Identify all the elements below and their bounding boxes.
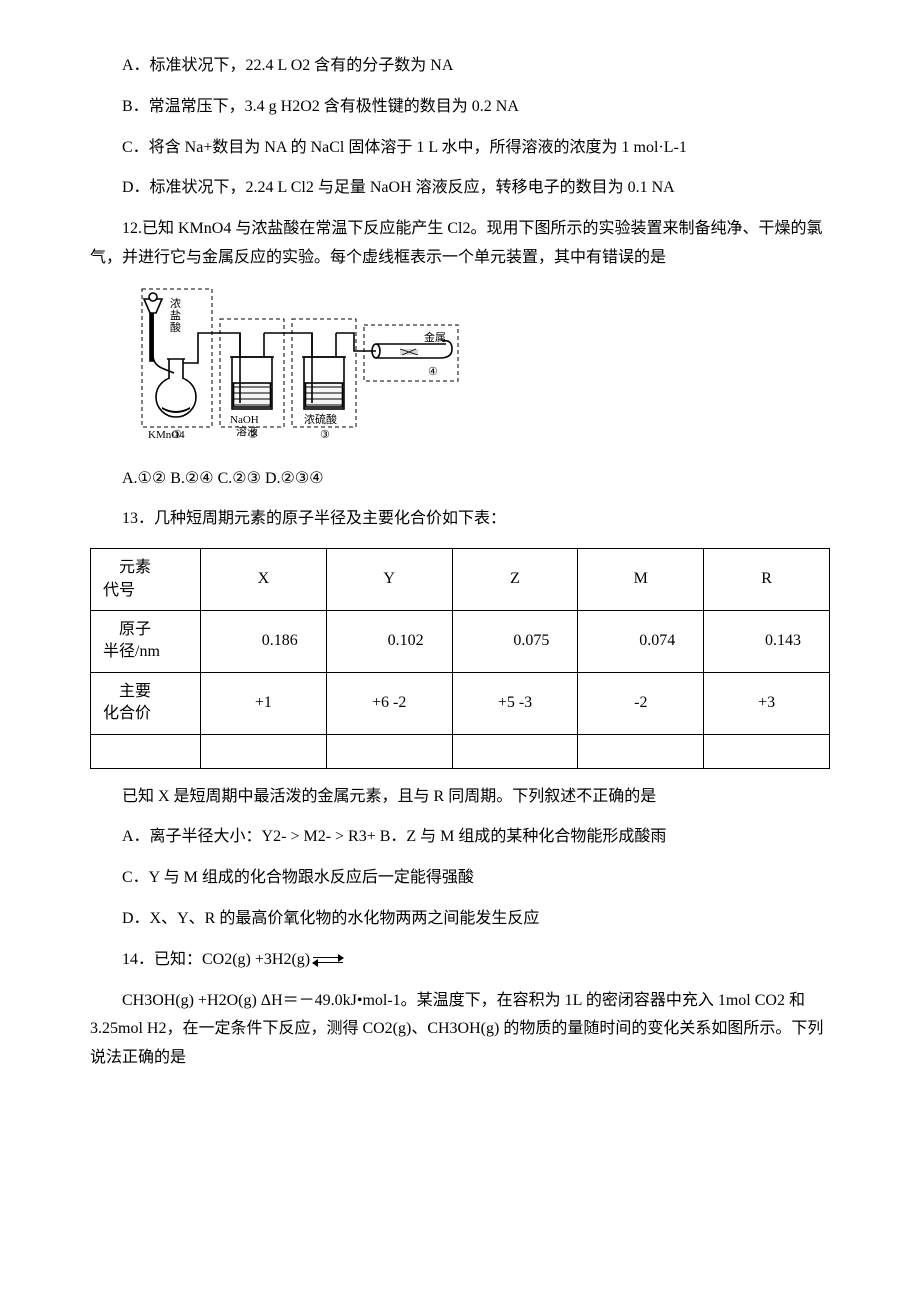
q13-stem: 13．几种短周期元素的原子半径及主要化合价如下表： — [90, 505, 830, 534]
row-radius-label: 原子半径/nm — [91, 610, 201, 672]
mark-3: ③ — [320, 429, 330, 441]
q13-post: 已知 X 是短周期中最活泼的金属元素，且与 R 同周期。下列叙述不正确的是 — [90, 783, 830, 812]
q14-stem-line2: CH3OH(g) +H2O(g) ΔH＝－49.0kJ•mol-1。某温度下，在… — [90, 987, 830, 1073]
cell: +3 — [704, 672, 830, 734]
q13-option-c: C．Y 与 M 组成的化合物跟水反应后一定能得强酸 — [90, 864, 830, 893]
q13-option-ab: A．离子半径大小：Y2- > M2- > R3+ B．Z 与 M 组成的某种化合… — [90, 823, 830, 852]
row-valence-label: 主要化合价 — [91, 672, 201, 734]
q12-diagram: 浓 盐 酸 KMnO4 ① NaOH 溶液 ② — [140, 287, 830, 453]
th-z: Z — [452, 549, 578, 611]
th-y: Y — [326, 549, 452, 611]
label-metal: 金属 — [424, 330, 446, 344]
q14-stem-prefix: 14．已知：CO2(g) +3H2(g) — [122, 951, 310, 968]
cell: +5 -3 — [452, 672, 578, 734]
mark-2: ② — [248, 429, 258, 441]
cell: +6 -2 — [326, 672, 452, 734]
th-x: X — [201, 549, 327, 611]
equilibrium-icon — [313, 953, 343, 967]
th-title: 元素代号 — [91, 549, 201, 611]
q13-option-d: D．X、Y、R 的最高价氧化物的水化物两两之间能发生反应 — [90, 905, 830, 934]
q11-option-d: D．标准状况下，2.24 L Cl2 与足量 NaOH 溶液反应，转移电子的数目… — [90, 174, 830, 203]
cell: +1 — [201, 672, 327, 734]
th-m: M — [578, 549, 704, 611]
mark-4: ④ — [428, 366, 438, 378]
label-naoh: NaOH — [230, 414, 259, 426]
q13-table: www.bdocx.com 元素代号 X Y Z M R 原子半径/nm 0.1… — [90, 548, 830, 768]
cell: 0.143 — [704, 610, 830, 672]
cell: 0.102 — [326, 610, 452, 672]
cell: 0.074 — [578, 610, 704, 672]
q11-option-a: A．标准状况下，22.4 L O2 含有的分子数为 NA — [90, 52, 830, 81]
q11-option-b: B．常温常压下，3.4 g H2O2 含有极性键的数目为 0.2 NA — [90, 93, 830, 122]
table-row: 原子半径/nm 0.186 0.102 0.075 0.074 0.143 — [91, 610, 830, 672]
label-acid: 浓 — [170, 297, 181, 310]
th-r: R — [704, 549, 830, 611]
q11-option-c: C．将含 Na+数目为 NA 的 NaCl 固体溶于 1 L 水中，所得溶液的浓… — [90, 134, 830, 163]
cell: -2 — [578, 672, 704, 734]
table-row-empty — [91, 734, 830, 768]
mark-1: ① — [172, 429, 182, 441]
label-acid2: 盐 — [170, 309, 181, 322]
label-acid3: 酸 — [170, 320, 181, 334]
q12-options: A.①② B.②④ C.②③ D.②③④ — [90, 465, 830, 494]
table-row: 主要化合价 +1 +6 -2 +5 -3 -2 +3 — [91, 672, 830, 734]
cell: 0.186 — [201, 610, 327, 672]
q14-stem-line1: 14．已知：CO2(g) +3H2(g) — [90, 946, 830, 975]
label-h2so4: 浓硫酸 — [304, 412, 337, 426]
cell: 0.075 — [452, 610, 578, 672]
q12-stem: 12.已知 KMnO4 与浓盐酸在常温下反应能产生 Cl2。现用下图所示的实验装… — [90, 215, 830, 273]
